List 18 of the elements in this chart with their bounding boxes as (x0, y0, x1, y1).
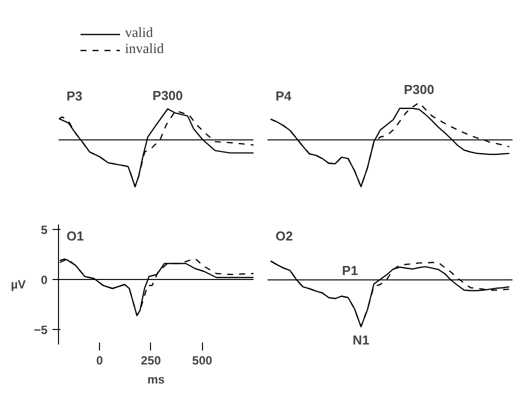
x-tick-label: 250 (140, 354, 162, 368)
chart-title: O2 (276, 228, 293, 244)
y-tick-label: −5 (34, 323, 48, 337)
annotation: P1 (342, 262, 358, 278)
chart-title: O1 (66, 228, 84, 244)
x-tick-label: 0 (96, 354, 104, 368)
chart-title: P3 (66, 88, 82, 104)
annotation: P300 (152, 88, 183, 103)
y-tick-label: 0 (40, 273, 48, 287)
chart-title: P4 (276, 88, 292, 104)
x-tick-label: 500 (192, 354, 213, 368)
legend-label: invalid (125, 42, 164, 58)
annotation: P300 (404, 82, 434, 97)
x-axis-title: ms (147, 372, 165, 386)
legend-label: valid (125, 26, 153, 42)
y-axis-title: µV (10, 278, 26, 292)
y-tick-label: 5 (40, 223, 48, 237)
annotation: N1 (352, 332, 370, 348)
